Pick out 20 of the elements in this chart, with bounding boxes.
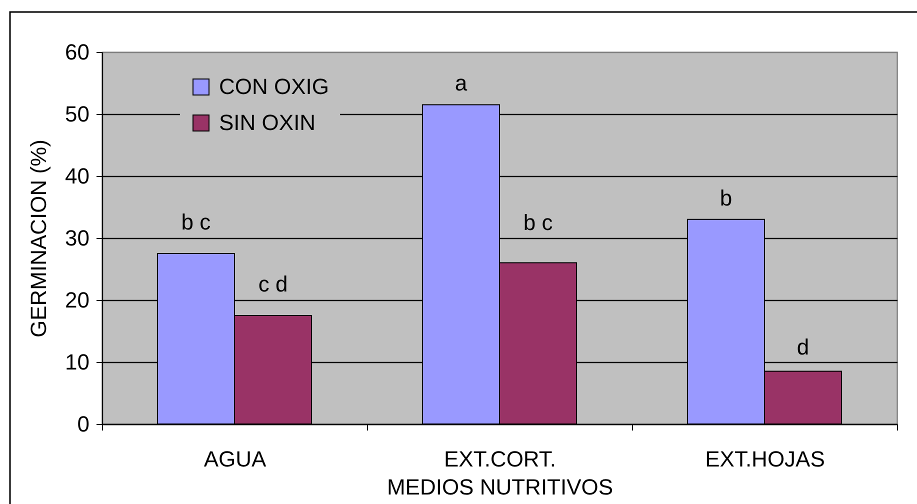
data-label: b c <box>181 210 211 234</box>
y-tick-label: 30 <box>65 226 90 250</box>
y-tick-label: 60 <box>65 40 90 64</box>
y-tick-label: 0 <box>77 412 90 436</box>
y-axis-title: GERMINACION (%) <box>26 140 52 338</box>
data-label: c d <box>258 272 288 296</box>
data-label: a <box>454 70 468 96</box>
data-label: d <box>796 334 810 360</box>
legend-label: SIN OXIN <box>219 110 316 135</box>
y-tick-label: 40 <box>65 164 90 188</box>
x-tick-label: EXT.CORT. <box>444 446 556 472</box>
x-tick-label: EXT.HOJAS <box>705 446 825 472</box>
data-label: b c <box>523 210 553 235</box>
y-tick-label: 20 <box>65 288 90 312</box>
y-tick-label: 50 <box>65 102 90 126</box>
y-tick-label: 10 <box>65 350 90 374</box>
legend-label: CON OXIG <box>219 74 330 99</box>
x-tick-label: AGUA <box>204 446 266 472</box>
x-axis-title: MEDIOS NUTRITIVOS <box>386 474 614 500</box>
data-label: b <box>720 185 732 210</box>
